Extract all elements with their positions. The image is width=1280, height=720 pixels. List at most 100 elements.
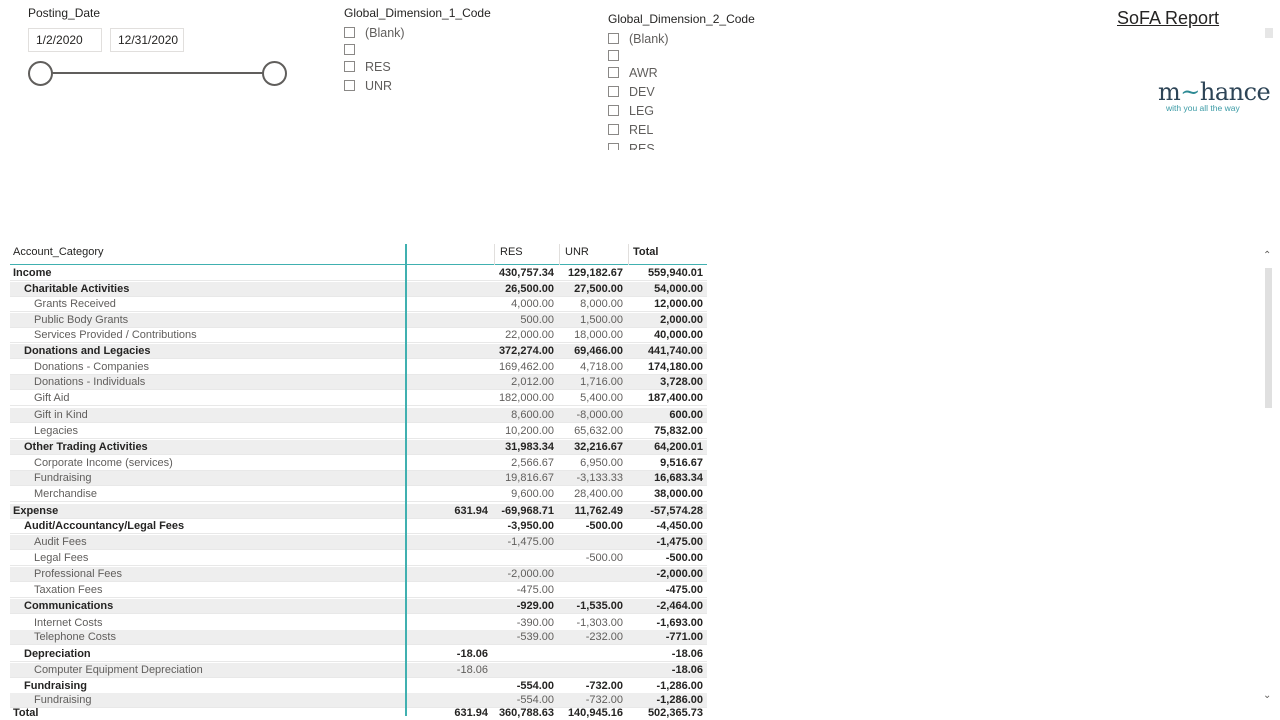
matrix-row[interactable]: Taxation Fees -475.00 -475.00 <box>10 583 707 598</box>
matrix-row[interactable]: Fundraising -554.00 -732.00 -1,286.00 <box>10 679 707 694</box>
end-date-input[interactable]: 12/31/2020 <box>110 28 184 52</box>
matrix-row[interactable]: Donations - Companies 169,462.00 4,718.00 1… <box>10 360 707 375</box>
cell-c2: 69,466.00 <box>574 345 623 357</box>
matrix-row[interactable]: Professional Fees -2,000.00 -2,000.00 <box>10 567 707 582</box>
gd1-item-unr[interactable]: UNR <box>344 76 405 95</box>
gd1-slicer-title: Global_Dimension_1_Code <box>344 6 491 20</box>
col-header-total[interactable]: Total <box>633 246 659 258</box>
cell-c1: -475.00 <box>516 584 554 596</box>
sofa-report-link[interactable]: SoFA Report <box>1117 8 1220 28</box>
matrix-vertical-scrollbar[interactable]: ⌃ ⌄ <box>1262 246 1274 710</box>
date-range-slider-track[interactable] <box>41 72 275 74</box>
gd1-item-res[interactable]: RES <box>344 57 405 76</box>
gd2-item-res[interactable]: RES <box>608 139 669 150</box>
slider-end-handle[interactable] <box>262 61 287 86</box>
checkbox[interactable] <box>608 143 619 150</box>
matrix-row[interactable]: Donations - Individuals 2,012.00 1,716.00 3… <box>10 375 707 390</box>
matrix-row[interactable]: Audit/Accountancy/Legal Fees -3,950.00 -50… <box>10 519 707 534</box>
matrix-row[interactable]: Depreciation -18.06 -18.06 <box>10 647 707 662</box>
cell-c2: 4,718.00 <box>580 361 623 373</box>
cell-c1: 430,757.34 <box>498 267 554 279</box>
matrix-row[interactable]: Merchandise 9,600.00 28,400.00 38,000.00 <box>10 487 707 502</box>
gd2-item-awr[interactable]: AWR <box>608 63 669 82</box>
cell-c1: 26,500.00 <box>505 283 554 295</box>
gd2-slicer-list[interactable]: (Blank) AWR DEV LEG REL RES <box>608 29 669 150</box>
matrix-row[interactable]: Gift in Kind 8,600.00 -8,000.00 600.00 <box>10 408 707 423</box>
total-cell-res: 360,788.63 <box>498 707 554 719</box>
cell-c1: -2,000.00 <box>507 568 554 580</box>
cell-c3: -2,464.00 <box>656 600 703 612</box>
row-label: Donations - Companies <box>34 361 149 373</box>
col-header-account-category[interactable]: Account_Category <box>13 246 104 258</box>
mini-scrollbar[interactable] <box>1265 28 1273 38</box>
checkbox[interactable] <box>608 67 619 78</box>
cell-c3: 40,000.00 <box>654 329 703 341</box>
cell-c1: 500.00 <box>520 314 554 326</box>
cell-c3: -1,286.00 <box>656 694 703 706</box>
matrix-row[interactable]: Other Trading Activities 31,983.34 32,216.… <box>10 440 707 455</box>
gd2-item-blank[interactable]: (Blank) <box>608 29 669 48</box>
checkbox[interactable] <box>608 33 619 44</box>
col-header-res[interactable]: RES <box>500 246 523 258</box>
checkbox[interactable] <box>344 80 355 91</box>
matrix-row[interactable]: Gift Aid 182,000.00 5,400.00 187,400.00 <box>10 391 707 406</box>
matrix-row[interactable]: Fundraising 19,816.67 -3,133.33 16,683.34 <box>10 471 707 486</box>
matrix-row[interactable]: Internet Costs -390.00 -1,303.00 -1,693.00 <box>10 616 707 631</box>
matrix-row[interactable]: Audit Fees -1,475.00 -1,475.00 <box>10 535 707 550</box>
gd2-item-leg[interactable]: LEG <box>608 101 669 120</box>
row-label: Fundraising <box>34 472 92 484</box>
gd2-item-label: RES <box>629 141 655 151</box>
cell-c3: -18.06 <box>671 664 703 676</box>
matrix-header: Account_Category RES UNR Total <box>10 244 707 265</box>
matrix-row[interactable]: Expense 631.94 -69,968.71 11,762.49 -57,574.… <box>10 504 707 519</box>
matrix-row[interactable]: Legal Fees -500.00 -500.00 <box>10 551 707 566</box>
matrix-row[interactable]: Donations and Legacies 372,274.00 69,466.0… <box>10 344 707 359</box>
gd1-item-empty[interactable] <box>344 42 405 57</box>
checkbox[interactable] <box>344 27 355 38</box>
matrix-row[interactable]: Fundraising -554.00 -732.00 -1,286.00 <box>10 693 707 708</box>
cell-c1: 182,000.00 <box>498 392 554 404</box>
slider-start-handle[interactable] <box>28 61 53 86</box>
sofa-matrix: Account_Category RES UNR Total Income 430… <box>10 244 707 719</box>
gd2-item-rel[interactable]: REL <box>608 120 669 139</box>
checkbox[interactable] <box>608 105 619 116</box>
gd2-slicer-title: Global_Dimension_2_Code <box>608 12 755 26</box>
matrix-row[interactable]: Grants Received 4,000.00 8,000.00 12,000.00 <box>10 297 707 312</box>
row-label: Charitable Activities <box>24 283 130 295</box>
cell-c1: 169,462.00 <box>498 361 554 373</box>
checkbox[interactable] <box>608 50 619 61</box>
start-date-input[interactable]: 1/2/2020 <box>28 28 102 52</box>
row-label: Depreciation <box>24 648 91 660</box>
row-label: Telephone Costs <box>34 631 116 643</box>
matrix-row[interactable]: Computer Equipment Depreciation -18.06 -18… <box>10 663 707 678</box>
row-label: Donations - Individuals <box>34 376 146 388</box>
scroll-down-icon[interactable]: ⌄ <box>1263 690 1272 701</box>
matrix-row[interactable]: Income 430,757.34 129,182.67 559,940.01 <box>10 266 707 281</box>
matrix-row[interactable]: Legacies 10,200.00 65,632.00 75,832.00 <box>10 424 707 439</box>
gd2-item-empty[interactable] <box>608 48 669 63</box>
cell-c0: 631.94 <box>454 505 488 517</box>
checkbox[interactable] <box>344 61 355 72</box>
matrix-row[interactable]: Services Provided / Contributions 22,000.… <box>10 328 707 343</box>
matrix-row[interactable]: Telephone Costs -539.00 -232.00 -771.00 <box>10 630 707 645</box>
cell-c3: -1,693.00 <box>656 617 703 629</box>
row-label: Gift Aid <box>34 392 70 404</box>
col-header-unr[interactable]: UNR <box>565 246 589 258</box>
checkbox[interactable] <box>608 86 619 97</box>
row-label: Legacies <box>34 425 79 437</box>
matrix-row[interactable]: Corporate Income (services) 2,566.67 6,950… <box>10 456 707 471</box>
scroll-up-icon[interactable]: ⌃ <box>1263 250 1272 261</box>
scrollbar-thumb[interactable] <box>1265 268 1272 408</box>
cell-c2: 129,182.67 <box>567 267 623 279</box>
row-label: Taxation Fees <box>34 584 103 596</box>
matrix-row[interactable]: Public Body Grants 500.00 1,500.00 2,000.00 <box>10 313 707 328</box>
matrix-body[interactable]: Income 430,757.34 129,182.67 559,940.01 Char… <box>10 266 707 716</box>
matrix-row[interactable]: Charitable Activities 26,500.00 27,500.00 5… <box>10 282 707 297</box>
row-label: Legal Fees <box>34 552 89 564</box>
gd1-item-blank[interactable]: (Blank) <box>344 23 405 42</box>
checkbox[interactable] <box>608 124 619 135</box>
gd2-item-dev[interactable]: DEV <box>608 82 669 101</box>
matrix-row[interactable]: Communications -929.00 -1,535.00 -2,464.00 <box>10 599 707 614</box>
checkbox[interactable] <box>344 44 355 55</box>
row-label: Computer Equipment Depreciation <box>34 664 203 676</box>
